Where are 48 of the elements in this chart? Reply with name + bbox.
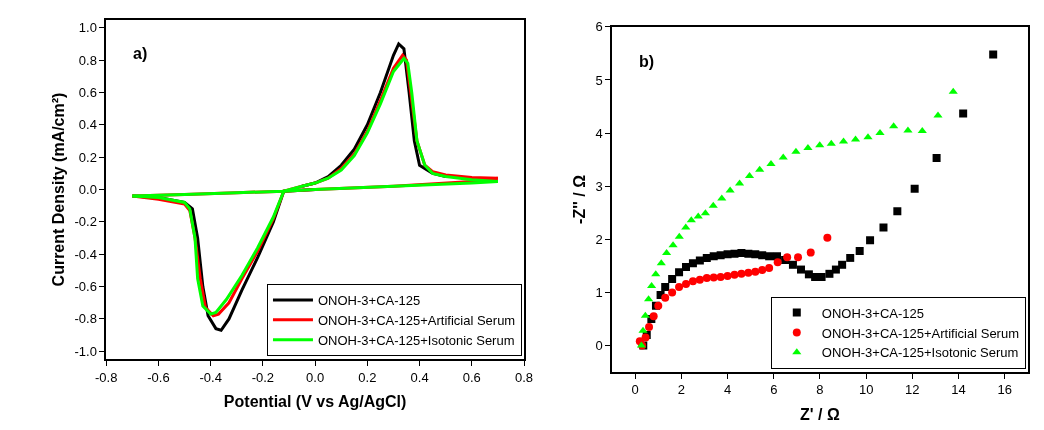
y-tick-label: 0.2	[78, 149, 97, 165]
y-tick-label: 4	[595, 125, 603, 141]
x-tick-label: 0.0	[306, 369, 325, 385]
x-tick-label: 0.4	[410, 369, 429, 385]
y-tick-label: 0.8	[78, 52, 97, 68]
annotation: a)	[133, 45, 148, 62]
x-tick-label: -0.6	[147, 369, 170, 385]
x-tick-label: -0.4	[199, 369, 222, 385]
x-tick-label: 12	[905, 382, 920, 398]
x-tick-label: 16	[997, 382, 1012, 398]
x-tick-label: -0.8	[95, 369, 118, 385]
y-axis-title: Current Density (mA/cm²)	[49, 92, 67, 287]
x-tick-label: 10	[858, 382, 874, 398]
y-tick-label: 0	[595, 338, 603, 354]
legend-label: ONOH-3+CA-125+Artificial Serum	[821, 325, 1020, 341]
x-tick-label: 6	[770, 382, 778, 398]
y-tick-label: 0.6	[78, 85, 97, 101]
legend-label: ONOH-3+CA-125+Artificial Serum	[317, 312, 516, 328]
legend-label: ONOH-3+CA-125+Isotonic Serum	[317, 332, 515, 348]
x-tick-label: 0.6	[462, 369, 481, 385]
x-tick-label: 0.8	[514, 369, 534, 385]
x-tick-label: 8	[816, 382, 824, 398]
y-tick-label: -0.6	[74, 279, 97, 295]
y-axis-title: -Z'' / Ω	[570, 174, 588, 224]
annotation: b)	[639, 53, 655, 70]
y-tick-label: 1.0	[78, 20, 97, 36]
y-tick-label: 6	[595, 19, 603, 35]
y-tick-label: 1	[595, 284, 603, 300]
x-tick-label: -0.2	[251, 369, 275, 385]
y-tick-label: 0.4	[78, 117, 97, 133]
y-tick-label: 5	[595, 72, 603, 88]
legend-label: ONOH-3+CA-125	[821, 305, 925, 321]
x-tick-label: 2	[677, 382, 685, 398]
y-tick-label: 3	[595, 178, 603, 194]
x-tick-label: 0	[631, 382, 639, 398]
y-tick-label: -0.2	[74, 214, 97, 230]
x-tick-label: 14	[951, 382, 966, 398]
y-tick-label: 2	[595, 231, 603, 247]
legend-label: ONOH-3+CA-125+Isotonic Serum	[821, 345, 1019, 361]
legend-label: ONOH-3+CA-125	[317, 292, 421, 308]
x-tick-label: 0.2	[358, 369, 377, 385]
x-axis-title: Z' / Ω	[800, 405, 840, 423]
y-tick-label: -0.8	[74, 311, 97, 327]
x-tick-label: 4	[723, 382, 732, 398]
y-tick-label: -1.0	[74, 343, 97, 359]
x-axis-title: Potential (V vs Ag/AgCl)	[223, 392, 407, 410]
y-tick-label: 0.0	[78, 182, 97, 198]
y-tick-label: -0.4	[74, 246, 97, 262]
